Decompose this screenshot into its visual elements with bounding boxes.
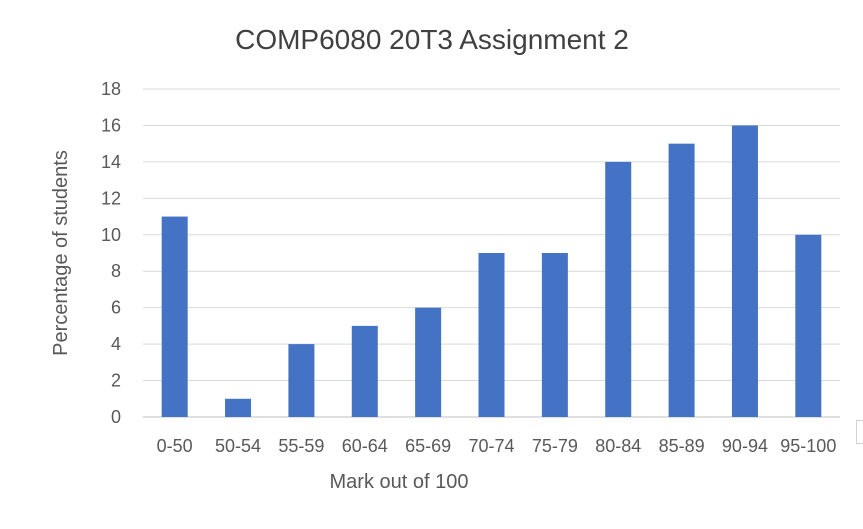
x-axis-label: Mark out of 100 [330,471,469,493]
bar-65-69 [415,307,442,417]
bar-90-94 [731,125,758,417]
chart-title: COMP6080 20T3 Assignment 2 [235,24,629,55]
y-axis-ticks: 0 2 4 6 8 10 12 14 16 18 [101,79,121,427]
x-tick-label: 60-64 [342,436,388,456]
bar-70-74 [478,253,505,417]
y-tick-label: 8 [111,261,121,281]
y-tick-label: 12 [101,188,121,208]
bar-55-59 [288,344,315,417]
x-tick-label: 75-79 [532,436,578,456]
bar-80-84 [605,161,632,417]
y-tick-label: 16 [101,115,121,135]
y-tick-label: 14 [101,152,121,172]
y-tick-label: 4 [111,334,121,354]
x-tick-label: 65-69 [405,436,451,456]
y-tick-label: 2 [111,371,121,391]
y-tick-label: 10 [101,225,121,245]
x-axis-ticks: 0-50 50-54 55-59 60-64 65-69 70-74 75-79 80-84 8… [157,436,837,456]
y-tick-label: 6 [111,298,121,318]
x-tick-label: 50-54 [215,436,261,456]
bar-95-100 [795,234,822,417]
x-tick-label: 55-59 [278,436,324,456]
x-tick-label: 70-74 [468,436,514,456]
x-tick-label: 85-89 [659,436,705,456]
y-tick-label: 18 [101,79,121,99]
x-tick-label: 95-100 [780,436,836,456]
y-tick-label: 0 [111,407,121,427]
bars [161,125,822,417]
bar-60-64 [351,325,378,417]
x-tick-label: 80-84 [595,436,641,456]
x-tick-label: 0-50 [157,436,193,456]
bar-85-89 [668,143,695,417]
bar-75-79 [541,253,568,417]
x-tick-label: 90-94 [722,436,768,456]
bar-50-54 [225,398,252,417]
bar-0-50 [161,216,188,417]
resize-handle[interactable] [856,420,863,444]
y-axis-label: Percentage of students [50,150,72,356]
